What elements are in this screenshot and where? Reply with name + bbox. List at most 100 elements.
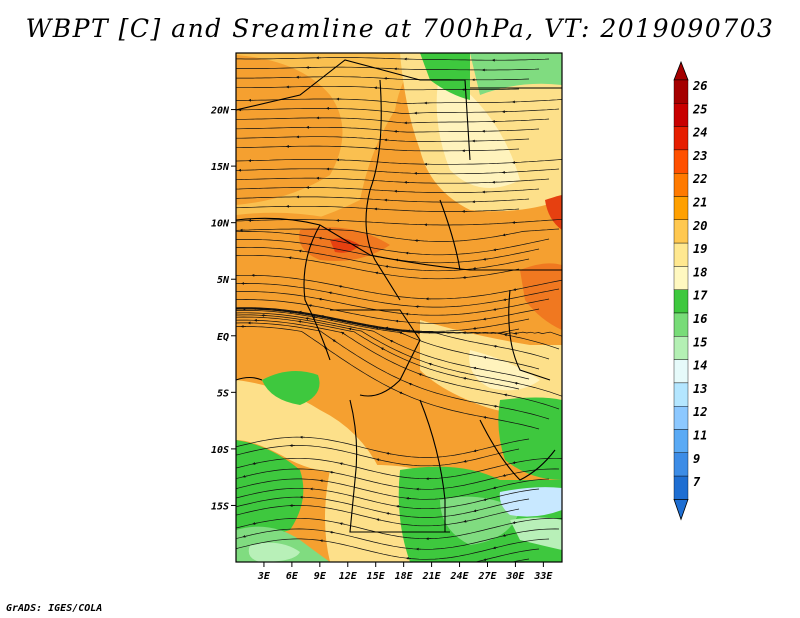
- streamline-arrow: [462, 377, 469, 380]
- field-east-orange-dark: [520, 263, 562, 330]
- colorbar-label: 9: [693, 452, 700, 466]
- streamline-arrow: [482, 356, 489, 359]
- streamline: [236, 496, 530, 518]
- lon-label: 3E: [257, 571, 271, 582]
- streamline-arrow: [482, 317, 488, 321]
- lon-label: 33E: [533, 571, 553, 582]
- colorbar-segment: [673, 172, 689, 197]
- streamline: [236, 136, 530, 142]
- colorbar-label: 20: [692, 219, 707, 233]
- streamline-arrow: [339, 462, 345, 466]
- streamline-arrow: [339, 522, 345, 526]
- lon-label: 12E: [339, 571, 358, 582]
- border-central-ns: [365, 79, 401, 301]
- colorbar-segment: [673, 312, 689, 337]
- streamline-arrow: [511, 521, 518, 525]
- border-north: [236, 59, 471, 161]
- streamline-arrow: [384, 265, 391, 268]
- latitude-axis: 20N 15N 10N 5N EQ 5S 10S 15S: [210, 106, 236, 512]
- colorbar-label: 24: [692, 126, 707, 140]
- streamline-arrow: [329, 317, 335, 321]
- colorbar-label: 21: [692, 196, 707, 210]
- streamline-arrow: [252, 522, 258, 525]
- streamline-arrow: [318, 236, 324, 240]
- streamline-arrow: [339, 319, 345, 323]
- colorbar-segment: [673, 429, 689, 453]
- streamline-arrow: [242, 534, 248, 538]
- streamline-arrow: [514, 381, 520, 385]
- streamline-arrow: [492, 486, 498, 490]
- streamline-arrow: [318, 297, 324, 301]
- field-north-green: [420, 53, 470, 100]
- colorbar-label: 7: [693, 475, 701, 489]
- streamline-arrow: [332, 339, 337, 343]
- streamline-arrow: [329, 470, 335, 474]
- colorbar-label: 22: [692, 172, 707, 186]
- lon-label: 9E: [314, 571, 327, 582]
- streamline-arrow: [502, 474, 508, 477]
- lat-label: 15N: [211, 162, 230, 173]
- streamline-arrow: [329, 530, 335, 534]
- streamline-arrow: [502, 233, 508, 237]
- streamline-arrow: [320, 315, 326, 318]
- streamline-arrow: [463, 519, 469, 523]
- map-title: WBPT [C] and Sreamline at 700hPa, VT: 20…: [25, 14, 775, 43]
- colorbar-segment: [673, 266, 689, 290]
- streamline-arrow: [319, 479, 325, 483]
- border-congo: [330, 309, 421, 397]
- colorbar-label: 17: [693, 289, 708, 303]
- streamline-arrow: [493, 405, 499, 408]
- streamline-arrow: [319, 539, 325, 543]
- border-sudan: [439, 199, 461, 271]
- field-ne-green-light: [470, 53, 562, 95]
- lon-label: 30E: [505, 571, 525, 582]
- streamline-arrow: [252, 462, 258, 465]
- streamline-arrow: [493, 345, 499, 348]
- colorbar-segment: [673, 359, 689, 384]
- streamline: [236, 126, 540, 133]
- colorbar: 26 25 24 23 22 21 20 19 18 17 16 15 14 13 12 11 9 7: [673, 60, 708, 521]
- colorbar-segment: [673, 475, 689, 500]
- streamline-arrow: [418, 373, 424, 376]
- colorbar-segment: [673, 103, 689, 127]
- lat-label: 10S: [211, 445, 229, 456]
- lat-label: 5N: [217, 275, 230, 286]
- field-sw-green: [262, 371, 320, 405]
- colorbar-label: 13: [693, 382, 707, 396]
- colorbar-segment: [673, 406, 689, 430]
- wbpt-field: [236, 53, 562, 562]
- streamline-arrow: [380, 347, 386, 351]
- streamline: [474, 548, 540, 562]
- border-south: [349, 399, 450, 533]
- country-borders: [236, 59, 562, 533]
- lon-label: 27E: [477, 571, 497, 582]
- streamline-arrow: [463, 459, 469, 463]
- streamline-arrow: [492, 546, 498, 550]
- streamline-arrow: [502, 298, 509, 301]
- colorbar-label: 25: [692, 102, 707, 116]
- colorbar-top-arrow: [673, 60, 689, 81]
- lon-label: 15E: [367, 571, 386, 582]
- streamline: [236, 76, 530, 81]
- streamline: [236, 196, 530, 203]
- colorbar-segment: [673, 79, 689, 104]
- colorbar-segment: [673, 219, 689, 244]
- colorbar-label: 23: [692, 149, 707, 163]
- streamline-arrow: [305, 317, 311, 320]
- streamline: [236, 316, 520, 390]
- colorbar-bottom-arrow: [673, 499, 689, 521]
- streamline-arrow: [338, 285, 344, 288]
- streamline: [236, 299, 540, 324]
- streamline-arrow: [502, 534, 508, 537]
- streamline-arrow: [482, 416, 489, 419]
- streamline-arrow: [312, 315, 318, 319]
- streamline-arrow: [482, 257, 489, 261]
- colorbar-label: 16: [693, 312, 707, 326]
- streamline-arrow: [328, 291, 334, 295]
- field-nw-orange: [236, 55, 343, 205]
- streamline-arrow: [408, 382, 414, 386]
- map-frame: [235, 52, 563, 563]
- streamline-arrow: [398, 331, 404, 335]
- streamline: [236, 505, 520, 527]
